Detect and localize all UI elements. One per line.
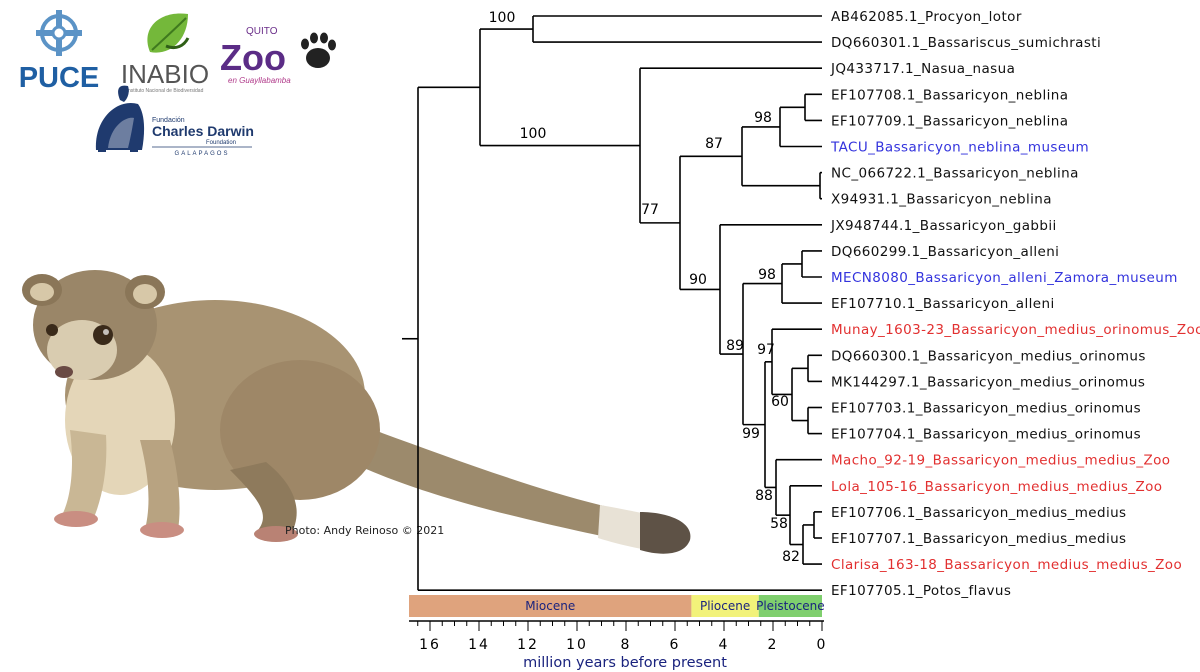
tree-tip-label: EF107708.1_Bassaricyon_neblina xyxy=(831,87,1068,103)
bootstrap-value: 77 xyxy=(641,202,659,218)
inabio-wordmark: INABIO xyxy=(121,59,209,89)
tree-tip-label: EF107706.1_Bassaricyon_medius_medius xyxy=(831,505,1127,521)
bootstrap-value: 90 xyxy=(689,272,707,288)
tree-tip-label: DQ660299.1_Bassaricyon_alleni xyxy=(831,244,1059,260)
axis-tick-label: 4 xyxy=(719,637,730,653)
bootstrap-value: 98 xyxy=(754,110,772,126)
leaf-icon xyxy=(147,13,190,53)
tree-tip-label: EF107705.1_Potos_flavus xyxy=(831,583,1011,599)
tree-tip-label: Macho_92-19_Bassaricyon_medius_medius_Zo… xyxy=(831,453,1170,469)
darwin-wordmark: Charles Darwin xyxy=(152,123,254,139)
axis-tick-label: 12 xyxy=(517,637,539,653)
tree-tip-label: TACU_Bassaricyon_neblina_museum xyxy=(830,140,1089,156)
tree-tip-label: MK144297.1_Bassaricyon_medius_orinomus xyxy=(831,374,1145,390)
tree-tip-label: EF107707.1_Bassaricyon_medius_medius xyxy=(831,531,1127,547)
olingo-photo xyxy=(22,270,691,554)
tree-tip-label: MECN8080_Bassaricyon_alleni_Zamora_museu… xyxy=(831,270,1178,286)
bootstrap-value: 88 xyxy=(755,488,773,504)
epoch-segment xyxy=(409,595,692,617)
tree-tip-label: DQ660300.1_Bassaricyon_medius_orinomus xyxy=(831,348,1146,364)
charles-darwin-foundation-logo: Fundación Charles Darwin Foundation GALA… xyxy=(95,85,254,157)
epoch-segment xyxy=(691,595,759,617)
tree-tip-label: NC_066722.1_Bassaricyon_neblina xyxy=(831,166,1079,182)
zoo-quito-label: QUITO xyxy=(246,26,278,37)
tree-tip-label: Lola_105-16_Bassaricyon_medius_medius_Zo… xyxy=(831,479,1162,495)
tree-tip-labels: AB462085.1_Procyon_lotor DQ660301.1_Bassa… xyxy=(830,9,1200,599)
axis-tick-label: 2 xyxy=(768,637,779,653)
puce-logo: PUCE xyxy=(19,10,100,94)
axis-tick-label: 10 xyxy=(566,637,588,653)
axis-tick-label: 6 xyxy=(670,637,681,653)
epoch-label: Pliocene xyxy=(700,599,750,613)
tree-tip-label: DQ660301.1_Bassariscus_sumichrasti xyxy=(831,35,1101,51)
tree-tip-label: EF107710.1_Bassaricyon_alleni xyxy=(831,296,1055,312)
bootstrap-value: 60 xyxy=(771,394,789,410)
tree-branches xyxy=(402,15,822,592)
tree-tip-label: EF107704.1_Bassaricyon_medius_orinomus xyxy=(831,427,1141,443)
puce-emblem-icon xyxy=(36,10,82,56)
tree-tip-label: EF107703.1_Bassaricyon_medius_orinomus xyxy=(831,401,1141,417)
tree-tip-label: EF107709.1_Bassaricyon_neblina xyxy=(831,113,1068,129)
time-axis: 16 14 12 10 8 6 4 2 0 xyxy=(409,620,828,653)
bootstrap-value: 99 xyxy=(742,426,760,442)
bootstrap-value: 58 xyxy=(770,516,788,532)
axis-tick-label: 14 xyxy=(468,637,490,653)
tree-tip-label: X94931.1_Bassaricyon_neblina xyxy=(831,192,1052,208)
axis-title: million years before present xyxy=(523,655,727,671)
paw-print-icon xyxy=(301,32,336,68)
bootstrap-value: 89 xyxy=(726,338,744,354)
bootstrap-value: 82 xyxy=(782,549,800,565)
bootstrap-value: 100 xyxy=(489,10,516,26)
inabio-subtitle: Instituto Nacional de Biodiversidad xyxy=(127,88,204,94)
inabio-logo: INABIO Instituto Nacional de Biodiversid… xyxy=(121,13,209,94)
axis-tick-label: 0 xyxy=(817,637,828,653)
tree-tip-label: JX948744.1_Bassaricyon_gabbii xyxy=(830,218,1057,234)
axis-tick-label: 8 xyxy=(621,637,632,653)
tree-tip-label: Clarisa_163-18_Bassaricyon_medius_medius… xyxy=(831,557,1182,573)
puce-wordmark: PUCE xyxy=(19,62,100,94)
tree-tip-label: JQ433717.1_Nasua_nasua xyxy=(830,61,1015,77)
tortoise-icon xyxy=(95,85,145,152)
tree-tip-label: AB462085.1_Procyon_lotor xyxy=(831,9,1022,25)
bootstrap-value: 97 xyxy=(757,342,775,358)
photo-credit: Photo: Andy Reinoso © 2021 xyxy=(285,524,444,537)
epoch-label: Miocene xyxy=(525,599,575,613)
epoch-segment xyxy=(758,595,822,617)
tree-bootstrap-labels: 100 100 77 87 98 90 98 89 97 99 60 88 58 82 xyxy=(489,10,800,565)
darwin-foundation-label: Foundation xyxy=(206,140,236,146)
zoo-subtitle: en Guayllabamba xyxy=(228,76,291,85)
bootstrap-value: 87 xyxy=(705,136,723,152)
axis-tick-label: 16 xyxy=(419,637,441,653)
epoch-label: Pleistocene xyxy=(756,599,825,613)
quito-zoo-logo: QUITO Zoo en Guayllabamba xyxy=(220,26,336,85)
tree-tip-label: Munay_1603-23_Bassaricyon_medius_orinomu… xyxy=(831,322,1200,338)
darwin-top-label: Fundación xyxy=(152,117,185,124)
epoch-bar: Miocene Pliocene Pleistocene xyxy=(409,595,825,617)
bootstrap-value: 98 xyxy=(758,267,776,283)
zoo-wordmark: Zoo xyxy=(220,37,286,78)
darwin-bottom-label: GALAPAGOS xyxy=(175,151,230,157)
bootstrap-value: 100 xyxy=(520,126,547,142)
